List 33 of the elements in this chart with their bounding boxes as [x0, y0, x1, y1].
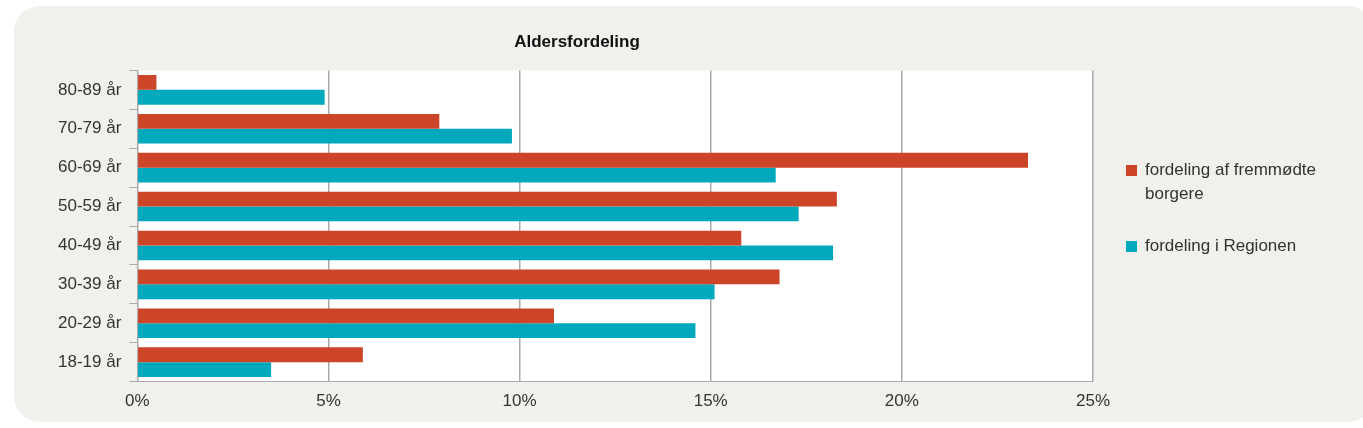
- bar: [138, 362, 272, 377]
- bar: [138, 167, 776, 183]
- y-tick-label: 80-89 år: [57, 79, 122, 99]
- bar: [138, 191, 837, 207]
- x-tick-label: 15%: [693, 391, 728, 411]
- bar: [138, 230, 742, 246]
- y-tick-label: 70-79 år: [57, 118, 122, 138]
- y-tick-label: 30-39 år: [57, 274, 122, 294]
- x-tick-label: 25%: [1075, 391, 1110, 411]
- x-tick-label: 0%: [125, 391, 150, 411]
- y-tick-label: 50-59 år: [57, 196, 122, 216]
- bar: [138, 245, 834, 261]
- x-tick-label: 20%: [884, 391, 919, 411]
- bar: [138, 89, 325, 105]
- bar: [138, 113, 440, 129]
- bar: [138, 323, 696, 339]
- y-tick-label: 20-29 år: [57, 312, 122, 332]
- y-tick-label: 60-69 år: [57, 157, 122, 177]
- x-tick-label: 10%: [502, 391, 537, 411]
- bar: [138, 284, 715, 300]
- bar: [138, 152, 1028, 168]
- legend-label: fordeling i Regionen: [1145, 235, 1297, 257]
- y-tick-label: 40-49 år: [57, 235, 122, 255]
- bar: [138, 75, 157, 90]
- legend-label: fordeling af fremmødte borgere: [1145, 159, 1317, 205]
- bar: [138, 347, 363, 363]
- chart-title: Aldersfordeling: [514, 31, 640, 51]
- x-tick-label: 5%: [316, 391, 341, 411]
- bar: [138, 269, 780, 285]
- bar: [138, 128, 512, 144]
- bar: [138, 206, 799, 222]
- bar: [138, 308, 554, 324]
- y-tick-label: 18-19 år: [57, 351, 122, 371]
